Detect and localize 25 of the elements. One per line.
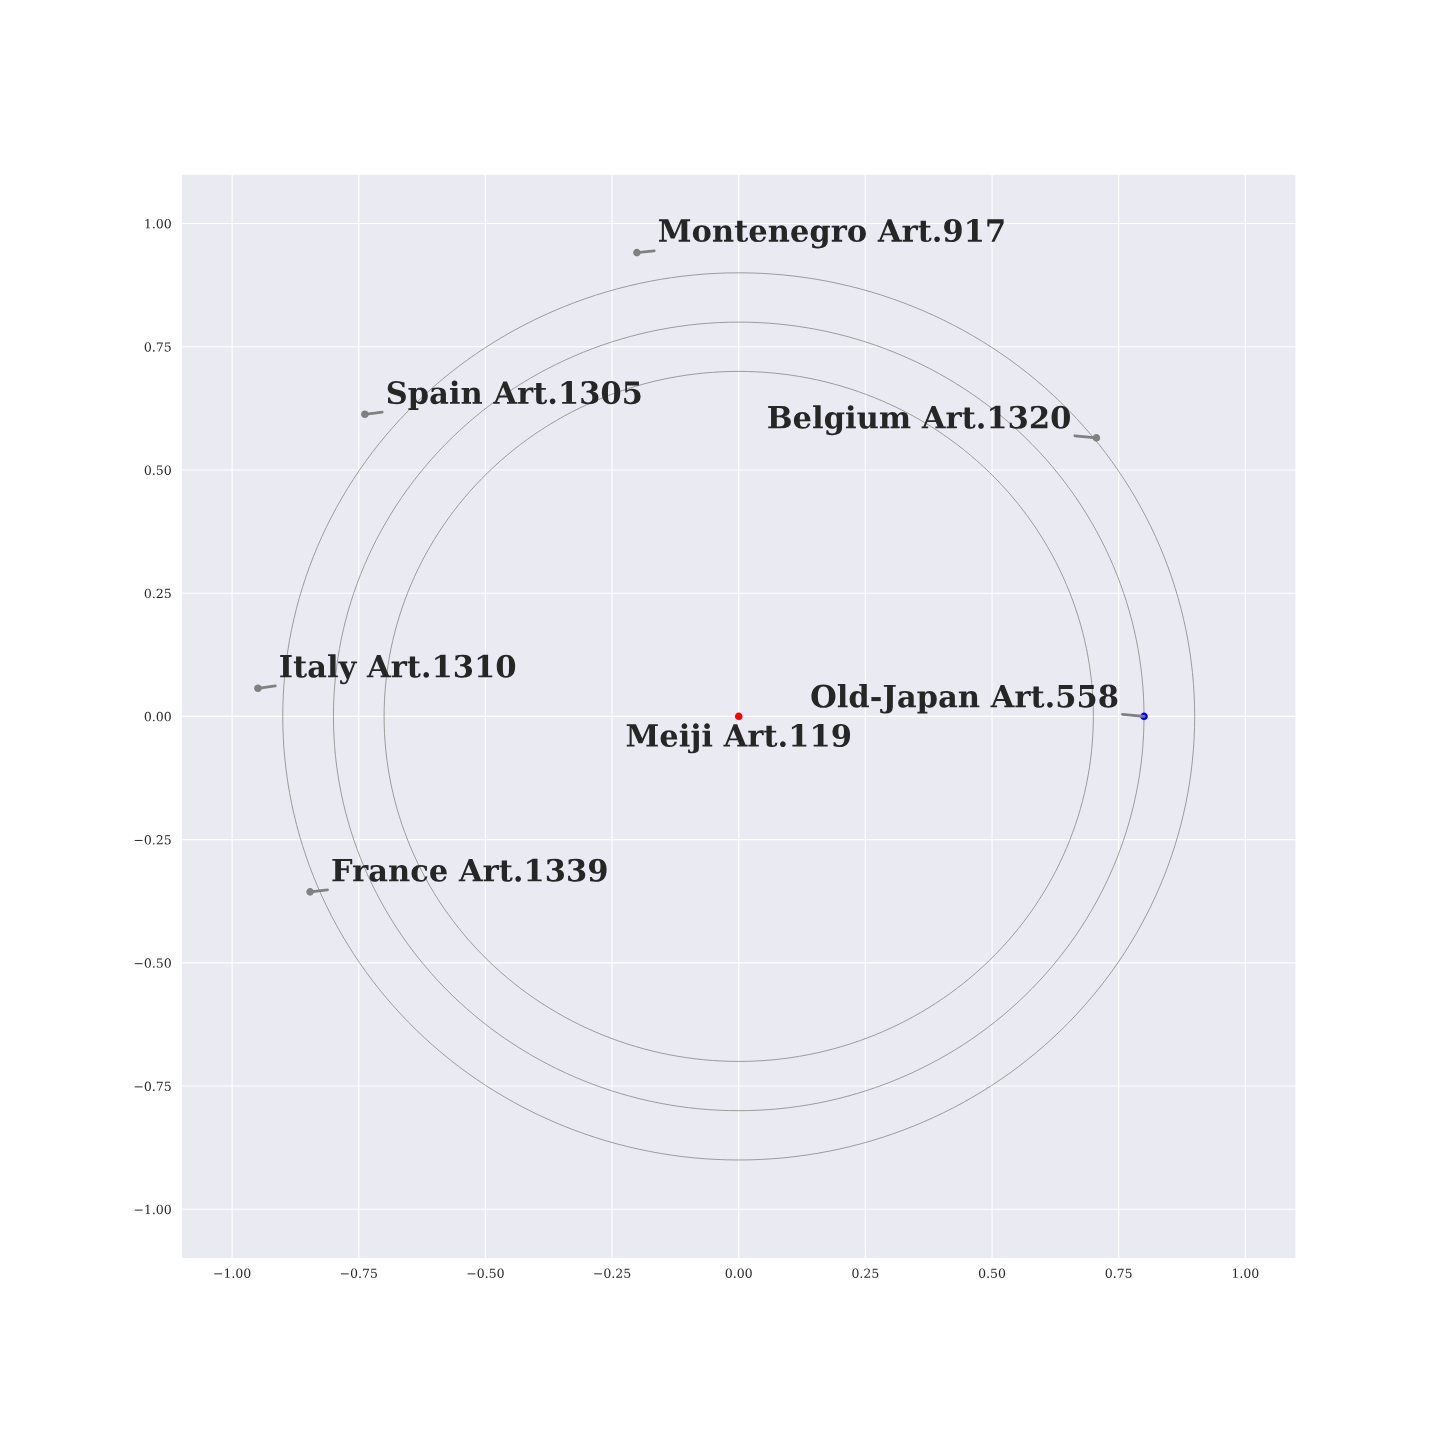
y-tick-label: −1.00 — [134, 1204, 171, 1215]
annotation: Montenegro Art.917 — [659, 218, 1004, 249]
x-tick-label: 1.00 — [1232, 1268, 1259, 1278]
y-tick-label: 0.50 — [144, 465, 171, 475]
y-tick-label: 0.75 — [144, 342, 171, 352]
annotation: Meiji Art.119 — [626, 723, 851, 754]
annotation: Italy Art.1310 — [280, 654, 516, 685]
y-tick-label: −0.50 — [134, 958, 171, 968]
x-tick-label: 0.25 — [852, 1268, 879, 1278]
x-tick-label: 0.50 — [978, 1268, 1006, 1278]
x-tick-label: −0.25 — [594, 1268, 631, 1278]
x-tick-label: −0.75 — [340, 1268, 377, 1278]
annotation: France Art.1339 — [332, 858, 607, 882]
y-tick-label: −0.25 — [134, 835, 171, 845]
x-tick-label: 0.75 — [1105, 1268, 1132, 1278]
x-tick-label: −0.50 — [467, 1268, 504, 1278]
y-tick-label: 0.00 — [144, 711, 171, 722]
y-tick-label: 0.25 — [144, 588, 171, 599]
annotation: Spain Art.1305 — [387, 380, 641, 411]
annotation: Belgium Art.1320 — [768, 405, 1070, 436]
y-tick-label: −0.75 — [134, 1081, 171, 1091]
y-tick-label: 1.00 — [145, 219, 171, 229]
annotation: Old-Japan Art.558 — [811, 684, 1118, 714]
x-tick-label: −1.00 — [214, 1268, 251, 1278]
x-tick-label: 0.00 — [725, 1268, 752, 1278]
